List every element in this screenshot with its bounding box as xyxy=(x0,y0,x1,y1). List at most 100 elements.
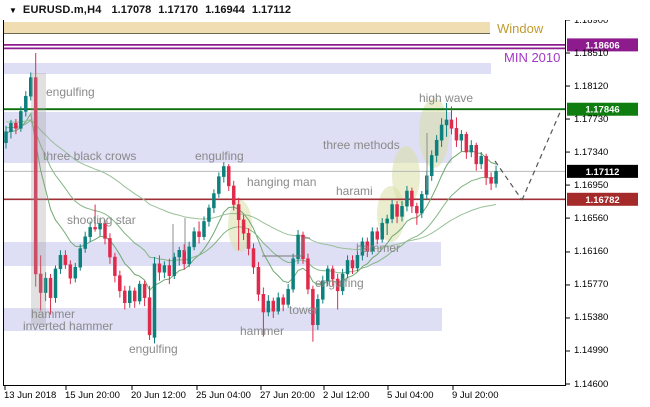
candle xyxy=(207,204,211,227)
close-value: 1.17112 xyxy=(251,4,291,16)
candle-body xyxy=(118,275,122,292)
candle xyxy=(118,270,122,298)
candle-body xyxy=(24,95,28,112)
candle-body xyxy=(108,238,112,258)
candle-body xyxy=(167,265,172,276)
candle-body xyxy=(291,258,295,290)
candle-body xyxy=(157,263,162,273)
candle-body xyxy=(98,222,102,230)
price-axis-tick-label: 1.18900 xyxy=(574,14,609,26)
candle-body xyxy=(137,283,142,302)
candle xyxy=(321,275,325,304)
time-axis-label: 15 Jun 20:00 xyxy=(65,390,120,401)
candle xyxy=(132,287,137,308)
candle xyxy=(73,262,78,283)
candle-body xyxy=(365,241,370,252)
candle xyxy=(227,163,231,191)
candle xyxy=(400,201,404,222)
candle xyxy=(286,284,290,308)
candle-body xyxy=(152,263,157,338)
zone-band-1 xyxy=(3,63,491,74)
candle-body xyxy=(123,290,127,303)
candle-body xyxy=(454,128,459,141)
candle-body xyxy=(142,283,147,298)
candle xyxy=(98,218,102,236)
candle xyxy=(390,199,394,224)
candle-body xyxy=(459,134,464,141)
price-axis-tick-label: 1.16950 xyxy=(574,179,609,191)
candle xyxy=(212,189,216,214)
candle-body xyxy=(400,205,404,217)
candle xyxy=(147,285,152,340)
candle xyxy=(177,246,181,266)
candle-body xyxy=(246,233,251,249)
candle xyxy=(43,272,48,302)
candle-body xyxy=(212,193,216,209)
price-axis-tick-label: 1.18120 xyxy=(574,80,609,92)
candle-body xyxy=(93,227,97,230)
candle xyxy=(48,273,53,315)
candle xyxy=(202,216,206,241)
candle xyxy=(88,221,92,242)
price-flag-label: 1.17846 xyxy=(585,105,619,116)
candle-body xyxy=(241,219,246,234)
chart-title-bar: ▼ EURUSD.m,H4 1.17078 1.17170 1.16944 1.… xyxy=(0,0,650,20)
candle-body xyxy=(370,231,375,252)
candle-body xyxy=(227,166,231,187)
candle-body xyxy=(53,268,58,298)
candle-body xyxy=(326,268,330,281)
candle xyxy=(68,260,73,285)
candle xyxy=(58,250,63,274)
candle xyxy=(9,119,13,139)
time-axis-label: 25 Jun 04:00 xyxy=(196,390,251,401)
price-flag-label: 1.16782 xyxy=(585,195,619,206)
candle-body xyxy=(306,258,310,290)
price-axis-tick-label: 1.14600 xyxy=(574,378,609,390)
window-band xyxy=(3,22,490,33)
price-axis-tick-label: 1.16160 xyxy=(574,246,609,258)
symbol-dropdown-icon[interactable]: ▼ xyxy=(9,5,17,15)
candle-body xyxy=(38,273,43,293)
candle-body xyxy=(335,278,340,292)
candle xyxy=(246,228,251,256)
candle xyxy=(271,297,276,318)
candle xyxy=(172,252,177,280)
high-value: 1.17170 xyxy=(158,4,199,16)
candle xyxy=(291,253,295,293)
candle-body xyxy=(83,236,87,249)
candle-body xyxy=(128,290,132,303)
candle-body xyxy=(415,205,419,214)
candle xyxy=(355,250,360,272)
candle-body xyxy=(132,290,137,302)
price-axis-tick-label: 1.18510 xyxy=(574,47,609,59)
candle-body xyxy=(4,131,8,143)
zone-band-2 xyxy=(3,112,452,163)
candle xyxy=(19,106,23,132)
candle-body xyxy=(29,77,33,97)
candle xyxy=(231,180,236,211)
candle xyxy=(33,53,38,287)
candle xyxy=(454,117,459,147)
moving-average-line xyxy=(5,119,497,251)
candle-body xyxy=(355,255,360,269)
price-axis-tick-label: 1.17730 xyxy=(574,113,609,125)
candle-body xyxy=(236,204,241,221)
candle xyxy=(4,125,8,149)
candle-body xyxy=(316,299,320,325)
time-axis-label: 9 Jul 20:00 xyxy=(452,390,499,401)
candle-body xyxy=(380,222,384,240)
candle-body xyxy=(147,297,152,336)
candle-body xyxy=(345,260,350,275)
candle xyxy=(83,231,87,253)
candle-body xyxy=(276,297,280,312)
candle-body xyxy=(88,227,92,237)
candle xyxy=(340,268,345,296)
candle-body xyxy=(251,248,256,268)
candle xyxy=(380,218,384,243)
price-axis-tick-label: 1.15770 xyxy=(574,279,609,291)
candle-body xyxy=(266,300,271,313)
candle xyxy=(266,295,271,317)
candle xyxy=(93,204,97,232)
candle xyxy=(429,150,434,181)
